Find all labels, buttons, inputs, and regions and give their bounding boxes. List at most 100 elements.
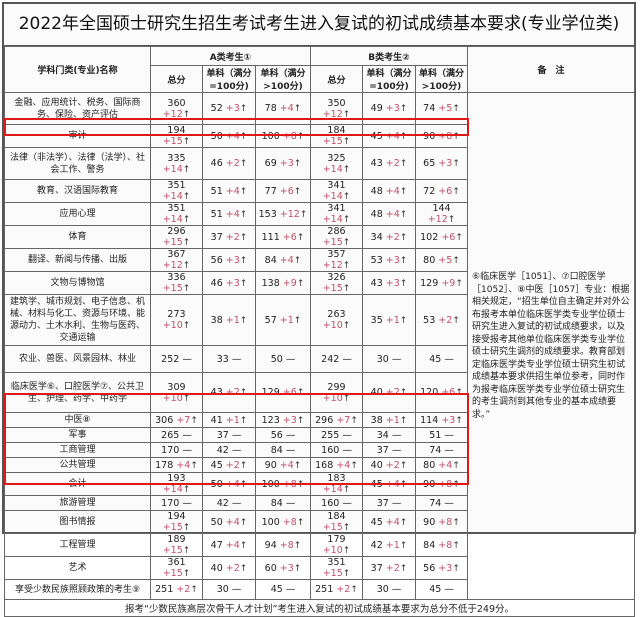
score-cell: 111 +6↑	[255, 225, 311, 249]
score-base: 52	[210, 103, 223, 114]
score-change: +4	[176, 459, 191, 471]
arrow-up-icon: ↑	[399, 517, 408, 528]
score-change: +4	[279, 254, 294, 266]
score-change: +2	[176, 584, 191, 595]
score-cell: 74 —	[414, 442, 469, 458]
score-cell: 37 —	[362, 495, 416, 511]
arrow-up-icon: ↑	[293, 563, 302, 574]
score-base: 183	[327, 473, 346, 485]
score-cell: 47 +4↑	[202, 533, 256, 557]
score-base: 336	[167, 272, 186, 284]
score-cell: 50 +4↑	[202, 472, 256, 496]
score-cell: 296 +7↑	[310, 412, 363, 428]
score-base: 30	[376, 353, 389, 365]
footer-note: 报考“少数民族高层次骨干人才计划”考生进入复试的初试成绩基本要求为总分不低于24…	[3, 599, 636, 617]
score-change: +15	[162, 283, 183, 294]
subject-name: 享受少数民族照顾政策的考生⑨	[4, 579, 151, 600]
score-change: +4	[225, 516, 240, 528]
score-cell: 41 +1↑	[202, 412, 256, 428]
score-change: +4	[225, 130, 240, 142]
arrow-up-icon: ↑	[293, 104, 302, 114]
score-cell: 129 +6↑	[255, 372, 311, 413]
score-base: 43	[210, 387, 223, 398]
arrow-up-icon: ↑	[239, 104, 248, 114]
score-cell: 309 +10↑	[150, 372, 203, 413]
subject-name: 文物与博物馆	[4, 271, 151, 295]
no-change-dash: —	[342, 429, 352, 441]
score-cell: 56 —	[255, 427, 311, 443]
no-change-dash: —	[391, 444, 402, 456]
score-cell: 189 +15↑	[150, 533, 203, 557]
score-change: +7	[336, 414, 351, 426]
score-change: +4	[225, 539, 240, 551]
subject-name: 翻译、新闻与传播、出版	[4, 248, 151, 272]
arrow-up-icon: ↑	[342, 321, 351, 331]
score-base: 35	[370, 314, 383, 326]
score-change: +1	[385, 414, 400, 426]
arrow-up-icon: ↑	[342, 109, 351, 120]
score-change: +8	[282, 478, 297, 490]
score-base: 100	[261, 130, 280, 142]
arrow-up-icon: ↑	[342, 215, 351, 225]
header-b-total: 总分	[310, 65, 363, 93]
arrow-up-icon: ↑	[452, 517, 460, 528]
score-base: 80	[423, 254, 436, 266]
score-base: 45	[210, 459, 223, 471]
score-change: +6	[282, 387, 297, 398]
arrow-up-icon: ↑	[342, 485, 351, 495]
score-base: 193	[167, 473, 186, 485]
arrow-up-icon: ↑	[399, 415, 408, 426]
score-base: 42	[216, 444, 229, 456]
score-cell: 40 +2↑	[362, 372, 416, 413]
arrow-up-icon: ↑	[342, 569, 351, 579]
arrow-up-icon: ↑	[190, 460, 198, 471]
score-change: +4	[385, 130, 400, 142]
score-cell: 84 —	[255, 495, 311, 511]
no-change-dash: —	[285, 584, 296, 595]
no-change-dash: —	[391, 353, 402, 365]
score-base: 51	[210, 208, 223, 220]
score-base: 72	[423, 185, 436, 197]
score-change: +8	[438, 478, 453, 490]
arrow-up-icon: ↑	[239, 415, 248, 426]
score-base: 111	[261, 231, 280, 243]
arrow-up-icon: ↑	[455, 388, 463, 398]
no-change-dash: —	[231, 497, 242, 509]
score-cell: 170 —	[150, 442, 203, 458]
score-change: +15	[322, 136, 343, 147]
header-notes: 备 注	[467, 46, 636, 93]
score-cell: 46 +2↑	[202, 147, 256, 180]
score-cell: 43 +3↑	[362, 271, 416, 295]
header-a-total: 总分	[150, 65, 203, 93]
score-base: 153	[258, 208, 277, 220]
score-change: +15	[162, 237, 183, 248]
score-cell: 350 +12↑	[310, 92, 363, 125]
score-base: 53	[423, 314, 436, 326]
score-base: 351	[167, 180, 186, 192]
arrow-up-icon: ↑	[182, 523, 191, 533]
score-base: 46	[210, 158, 223, 169]
score-cell: 57 +1↑	[255, 294, 311, 346]
subject-name: 金融、应用统计、税务、国际商务、保险、资产评估	[4, 92, 151, 125]
score-change: +2	[225, 158, 240, 169]
score-change: +8	[282, 130, 297, 142]
score-base: 56	[270, 429, 283, 441]
score-base: 56	[210, 254, 223, 266]
table-row: 公共管理 178 +4↑ 45 +2↑ 90 +4↑ 168 +4↑ 40 +2↑ 80 +…	[4, 457, 635, 473]
score-base: 45	[370, 516, 383, 528]
arrow-up-icon: ↑	[293, 315, 302, 326]
score-base: 45	[429, 584, 442, 595]
arrow-up-icon: ↑	[399, 232, 408, 243]
score-change: +12	[162, 260, 183, 271]
arrow-up-icon: ↑	[239, 278, 248, 289]
score-cell: 60 +3↑	[255, 556, 311, 580]
score-cell: 194 +15↑	[150, 510, 203, 534]
score-change: +4	[385, 185, 400, 197]
score-base: 160	[321, 497, 340, 509]
score-base: 265	[161, 429, 180, 441]
score-base: 306	[155, 414, 174, 426]
score-base: 296	[167, 226, 186, 238]
score-base: 34	[376, 429, 389, 441]
arrow-up-icon: ↑	[452, 131, 460, 142]
score-cell: 42 —	[202, 495, 256, 511]
